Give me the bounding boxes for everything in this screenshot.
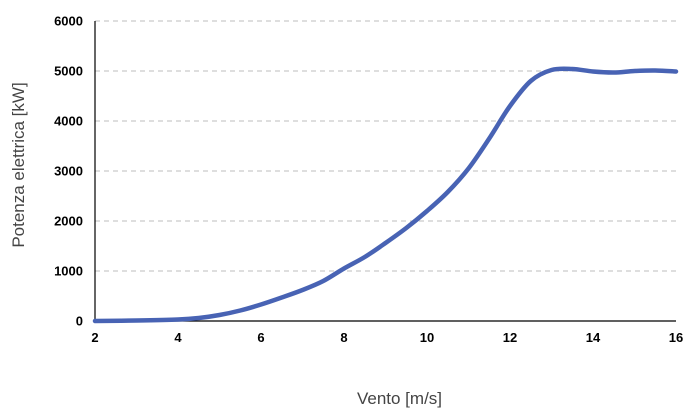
x-tick-label: 14 [586,330,601,345]
y-tick-label: 0 [76,314,83,329]
x-tick-label: 16 [669,330,683,345]
x-tick-label: 8 [340,330,347,345]
axes [94,21,676,322]
x-tick-label: 12 [503,330,517,345]
x-tick-label: 10 [420,330,434,345]
x-tick-label: 2 [91,330,98,345]
y-tick-label: 3000 [54,164,83,179]
x-tick-label: 4 [174,330,182,345]
x-axis-title: Vento [m/s] [357,389,442,408]
y-tick-label: 5000 [54,64,83,79]
x-tick-label: 6 [257,330,264,345]
y-tick-label: 6000 [54,14,83,29]
series-layer [92,66,679,324]
y-tick-label: 4000 [54,114,83,129]
y-axis-title: Potenza elettrica [kW] [9,82,28,247]
grid-lines [95,20,676,272]
y-tick-label: 2000 [54,214,83,229]
power-curve-line [92,66,679,324]
tick-labels: 0 1000 2000 3000 4000 5000 6000 2 4 6 8 10 12 14 16 [54,14,683,346]
y-tick-label: 1000 [54,264,83,279]
